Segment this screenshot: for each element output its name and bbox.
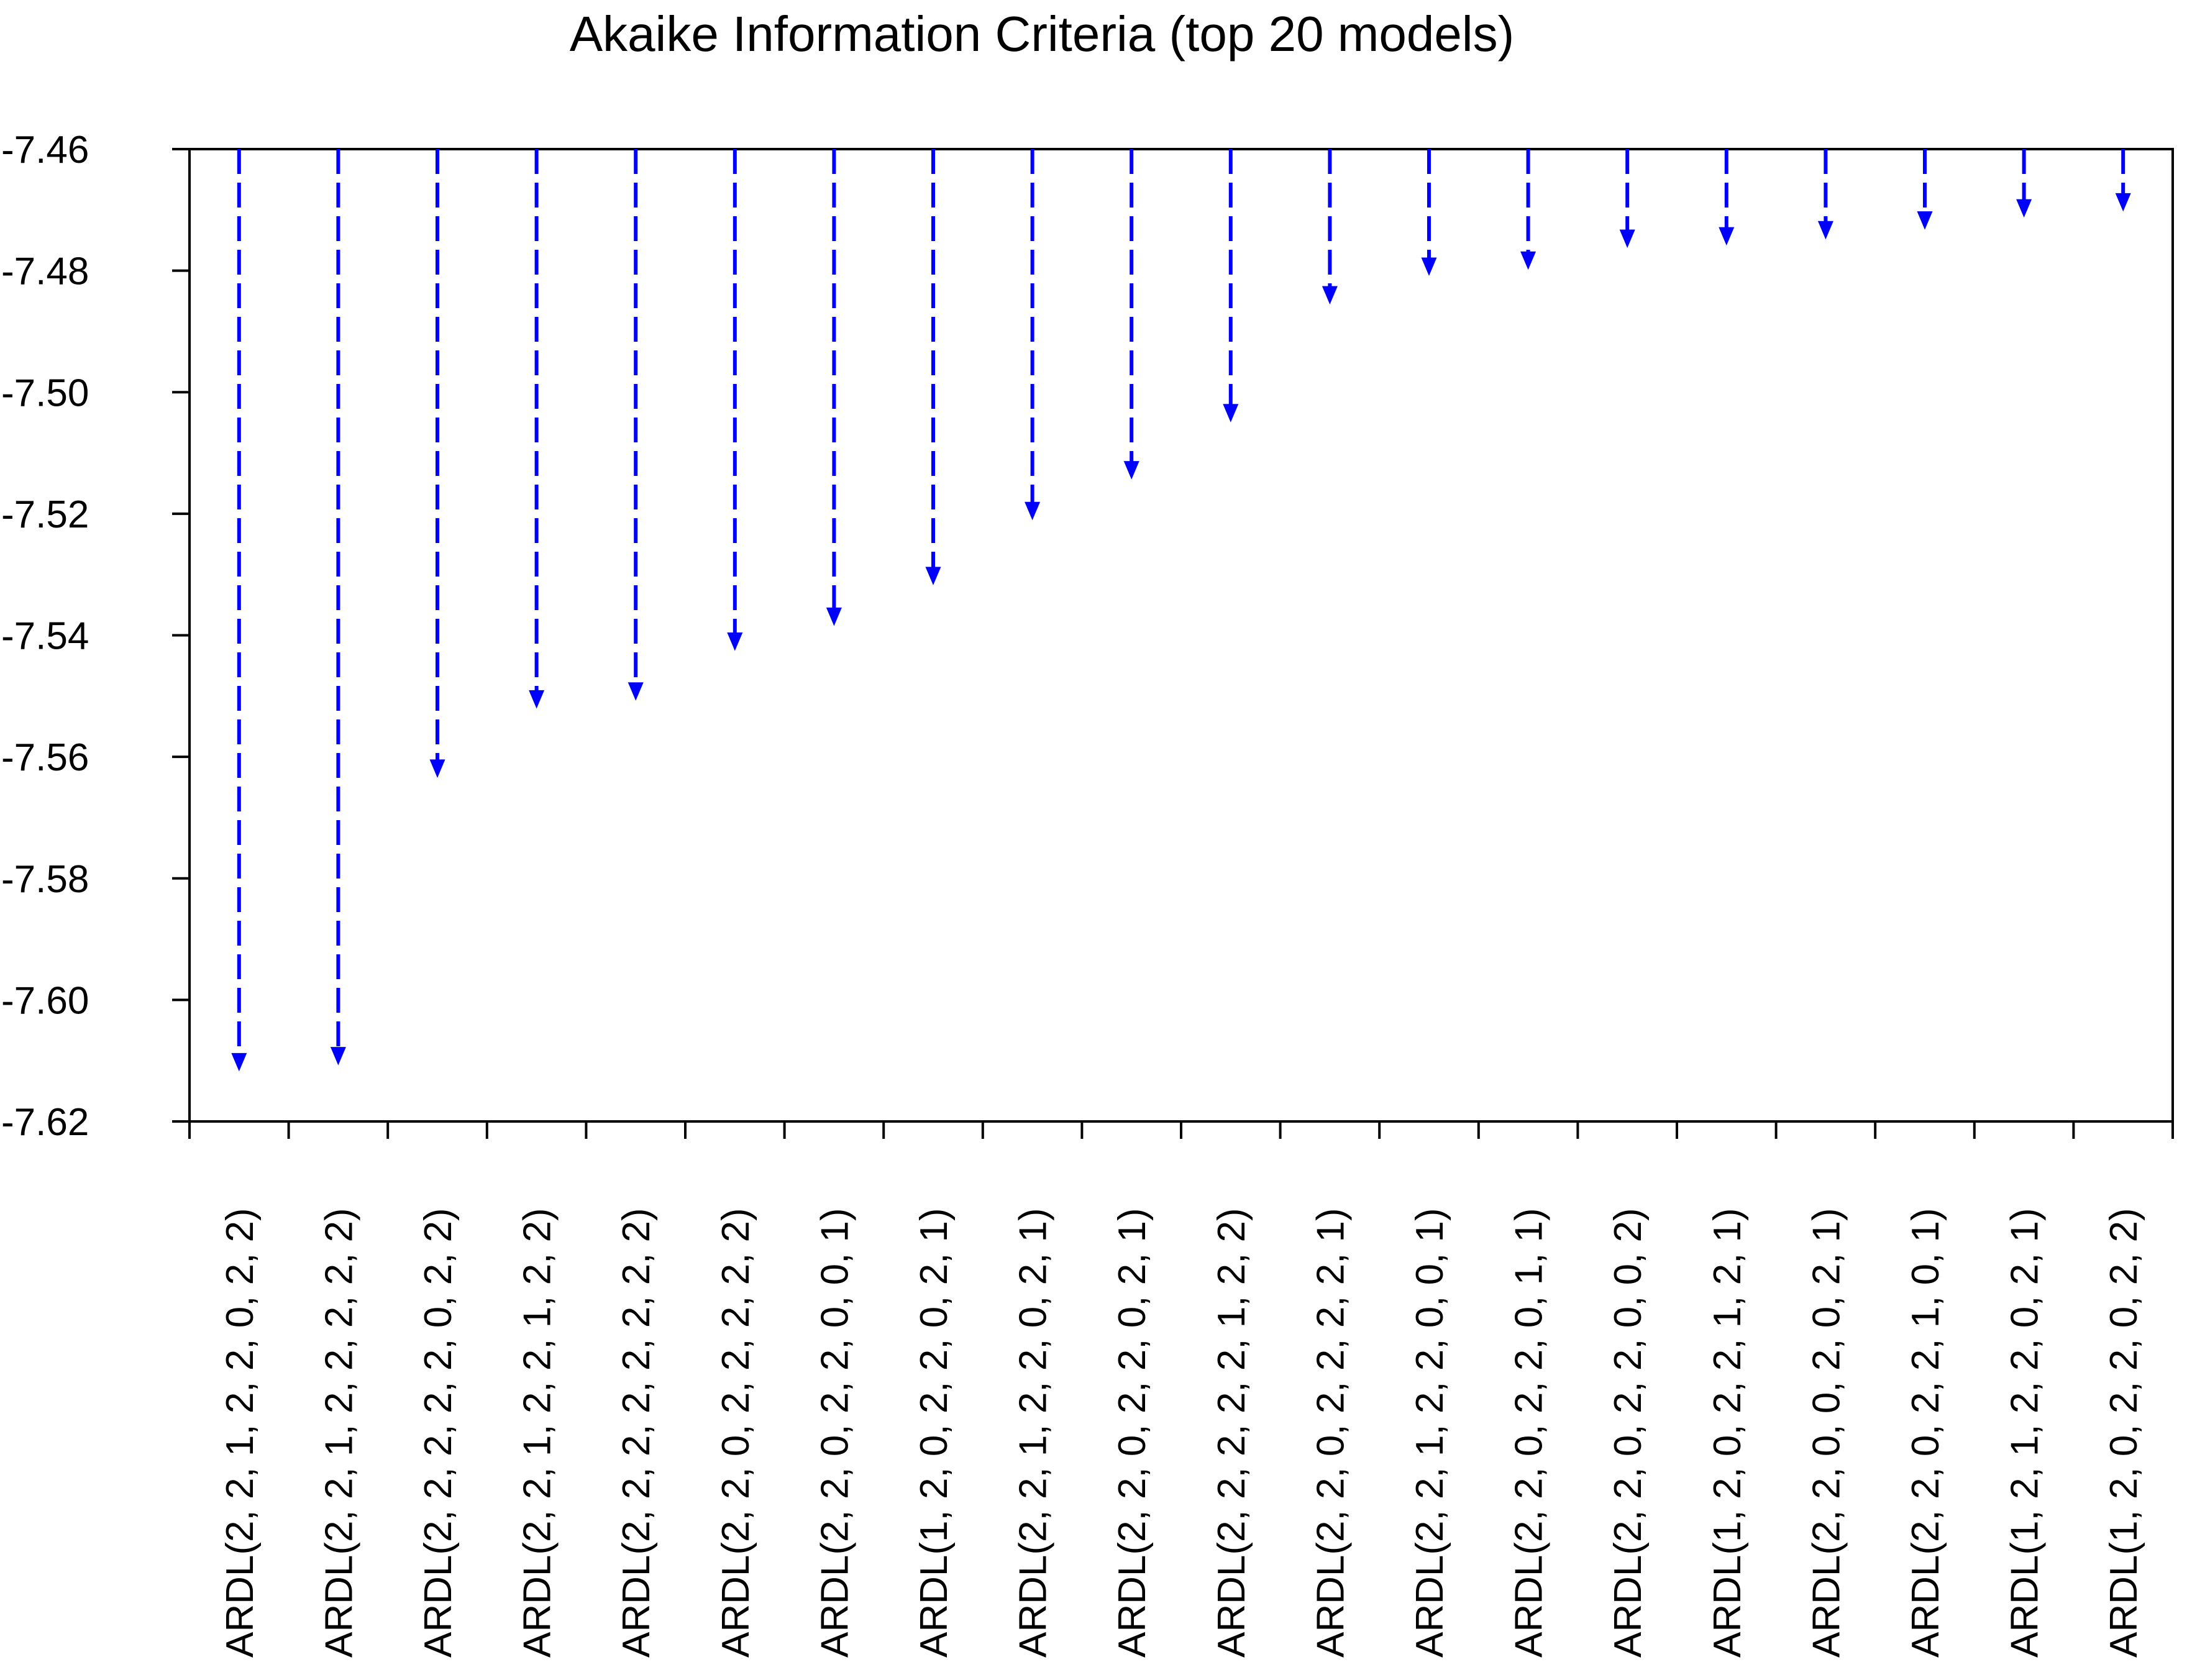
bar-arrowhead xyxy=(1520,251,1536,270)
bar-arrowhead xyxy=(330,1047,346,1066)
x-tick-label: ARDL(2, 2, 0, 2, 2, 2, 2, 1) xyxy=(1309,1208,1352,1658)
y-tick-label: -7.50 xyxy=(1,372,89,414)
x-tick-label: ARDL(1, 2, 0, 2, 2, 1, 2, 1) xyxy=(1706,1208,1749,1658)
bar-arrowhead xyxy=(1421,257,1437,276)
y-tick-label: -7.60 xyxy=(1,979,89,1022)
bar-arrowhead xyxy=(1817,221,1833,240)
y-tick-label: -7.48 xyxy=(1,250,89,293)
bar-arrowhead xyxy=(1619,229,1635,249)
x-tick-label: ARDL(2, 2, 2, 2, 2, 2, 2, 2) xyxy=(615,1208,658,1658)
x-tick-label: ARDL(2, 2, 2, 2, 2, 0, 2, 2) xyxy=(417,1208,460,1658)
y-tick-label: -7.54 xyxy=(1,615,89,658)
x-tick-label: ARDL(2, 2, 0, 2, 2, 0, 1, 1) xyxy=(1508,1208,1551,1658)
x-tick-label: ARDL(2, 2, 1, 2, 2, 2, 2, 2) xyxy=(317,1208,360,1658)
x-tick-label: ARDL(1, 2, 0, 2, 2, 0, 2, 2) xyxy=(2103,1208,2145,1658)
x-tick-label: ARDL(2, 2, 1, 2, 2, 1, 2, 2) xyxy=(516,1208,559,1658)
bar-arrowhead xyxy=(1223,404,1239,422)
x-tick-label: ARDL(2, 2, 0, 2, 2, 1, 0, 1) xyxy=(1904,1208,1947,1658)
bar-arrowhead xyxy=(727,632,743,651)
x-tick-label: ARDL(1, 2, 1, 2, 2, 0, 2, 1) xyxy=(2004,1208,2047,1658)
bar-arrowhead xyxy=(628,682,644,701)
y-tick-label: -7.56 xyxy=(1,736,89,779)
bar-arrowhead xyxy=(925,567,941,585)
x-tick-label: ARDL(2, 2, 0, 2, 2, 0, 0, 1) xyxy=(813,1208,856,1658)
x-tick-label: ARDL(2, 2, 2, 2, 2, 1, 2, 2) xyxy=(1210,1208,1253,1658)
x-tick-label: ARDL(2, 2, 1, 2, 2, 0, 0, 1) xyxy=(1409,1208,1451,1658)
plot-area-frame xyxy=(188,148,2174,1123)
bar-arrowhead xyxy=(231,1052,247,1072)
bar-arrowhead xyxy=(1322,286,1338,305)
y-axis: -7.46 -7.48 -7.50 -7.52 -7.54 -7.56 -7.58 -7.60… xyxy=(1,129,189,1144)
bar-series xyxy=(231,149,2131,1072)
y-tick-label: -7.62 xyxy=(1,1101,89,1144)
bar-arrowhead xyxy=(1719,227,1735,246)
chart-title: Akaike Information Criteria (top 20 mode… xyxy=(570,6,1515,62)
bar-arrowhead xyxy=(529,690,545,709)
y-tick-label: -7.46 xyxy=(1,129,89,171)
x-tick-label: ARDL(2, 2, 1, 2, 2, 0, 2, 2) xyxy=(219,1208,262,1658)
x-axis: ARDL(2, 2, 1, 2, 2, 0, 2, 2) ARDL(2, 2, 1… xyxy=(188,1121,2174,1658)
x-tick-label: ARDL(2, 2, 1, 2, 2, 0, 2, 1) xyxy=(1012,1208,1055,1658)
bar-arrowhead xyxy=(1025,501,1041,521)
bar-arrowhead xyxy=(429,759,445,778)
y-tick-label: -7.52 xyxy=(1,493,89,536)
x-tick-label: ARDL(1, 2, 0, 2, 2, 0, 2, 1) xyxy=(913,1208,956,1658)
bar-arrowhead xyxy=(2016,199,2032,218)
bar-arrowhead xyxy=(2115,193,2131,212)
x-tick-label: ARDL(2, 2, 0, 0, 2, 0, 2, 1) xyxy=(1805,1208,1848,1658)
x-tick-label: ARDL(2, 2, 0, 2, 2, 0, 0, 2) xyxy=(1607,1208,1650,1658)
y-tick-label: -7.58 xyxy=(1,858,89,901)
bar-arrowhead xyxy=(1123,461,1139,480)
bar-arrowhead xyxy=(826,607,842,626)
bar-arrowhead xyxy=(1917,211,1933,230)
x-tick-label: ARDL(2, 2, 0, 2, 2, 2, 2, 2) xyxy=(715,1208,757,1658)
x-tick-label: ARDL(2, 2, 0, 2, 2, 0, 2, 1) xyxy=(1111,1208,1154,1658)
